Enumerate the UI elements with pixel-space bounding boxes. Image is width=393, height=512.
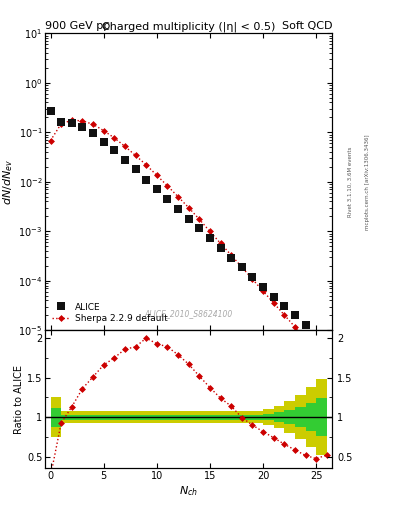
- Text: mcplots.cern.ch [arXiv:1306.3436]: mcplots.cern.ch [arXiv:1306.3436]: [365, 134, 370, 229]
- Sherpa 2.2.9 default: [48, 138, 53, 144]
- Legend: ALICE, Sherpa 2.2.9 default: ALICE, Sherpa 2.2.9 default: [50, 300, 171, 326]
- ALICE: [186, 216, 191, 222]
- Sherpa 2.2.9 default: [123, 143, 127, 150]
- Title: Charged multiplicity (|η| < 0.5): Charged multiplicity (|η| < 0.5): [102, 21, 275, 32]
- Sherpa 2.2.9 default: [303, 336, 308, 342]
- Sherpa 2.2.9 default: [59, 121, 64, 127]
- Sherpa 2.2.9 default: [271, 300, 276, 306]
- ALICE: [292, 312, 297, 318]
- Line: Sherpa 2.2.9 default: Sherpa 2.2.9 default: [48, 118, 329, 365]
- ALICE: [123, 157, 127, 163]
- ALICE: [176, 206, 180, 212]
- Sherpa 2.2.9 default: [292, 324, 297, 330]
- ALICE: [218, 245, 223, 251]
- ALICE: [239, 264, 244, 270]
- ALICE: [144, 177, 149, 183]
- Sherpa 2.2.9 default: [239, 264, 244, 270]
- ALICE: [48, 108, 53, 114]
- Sherpa 2.2.9 default: [133, 153, 138, 159]
- ALICE: [91, 130, 95, 136]
- ALICE: [154, 186, 159, 193]
- X-axis label: $N_{ch}$: $N_{ch}$: [179, 484, 198, 498]
- Text: Soft QCD: Soft QCD: [282, 20, 332, 31]
- ALICE: [250, 274, 255, 280]
- Sherpa 2.2.9 default: [144, 162, 149, 168]
- Sherpa 2.2.9 default: [101, 127, 106, 134]
- Sherpa 2.2.9 default: [197, 216, 202, 222]
- ALICE: [261, 284, 265, 290]
- Sherpa 2.2.9 default: [176, 194, 180, 200]
- ALICE: [197, 225, 202, 231]
- Sherpa 2.2.9 default: [70, 117, 74, 123]
- Y-axis label: $dN/dN_{ev}$: $dN/dN_{ev}$: [2, 159, 15, 205]
- ALICE: [59, 119, 64, 125]
- Sherpa 2.2.9 default: [91, 121, 95, 127]
- Sherpa 2.2.9 default: [165, 183, 170, 189]
- ALICE: [70, 120, 74, 126]
- ALICE: [282, 303, 286, 309]
- ALICE: [208, 235, 212, 241]
- ALICE: [314, 331, 318, 337]
- Sherpa 2.2.9 default: [324, 360, 329, 366]
- Y-axis label: Ratio to ALICE: Ratio to ALICE: [14, 365, 24, 434]
- ALICE: [112, 147, 117, 153]
- ALICE: [303, 322, 308, 328]
- Sherpa 2.2.9 default: [229, 252, 233, 258]
- Sherpa 2.2.9 default: [80, 118, 85, 124]
- Sherpa 2.2.9 default: [154, 172, 159, 178]
- Sherpa 2.2.9 default: [208, 228, 212, 234]
- ALICE: [271, 293, 276, 300]
- Text: ALICE_2010_S8624100: ALICE_2010_S8624100: [145, 309, 233, 318]
- Text: 900 GeV pp: 900 GeV pp: [45, 20, 110, 31]
- Sherpa 2.2.9 default: [261, 288, 265, 294]
- Text: Rivet 3.1.10, 3.6M events: Rivet 3.1.10, 3.6M events: [347, 146, 352, 217]
- Sherpa 2.2.9 default: [218, 240, 223, 246]
- Sherpa 2.2.9 default: [314, 348, 318, 354]
- Sherpa 2.2.9 default: [282, 312, 286, 318]
- ALICE: [101, 138, 106, 144]
- Sherpa 2.2.9 default: [250, 276, 255, 282]
- ALICE: [80, 124, 85, 131]
- Sherpa 2.2.9 default: [112, 135, 117, 141]
- ALICE: [133, 166, 138, 172]
- Sherpa 2.2.9 default: [186, 205, 191, 211]
- Line: ALICE: ALICE: [47, 107, 320, 337]
- ALICE: [229, 255, 233, 261]
- ALICE: [165, 196, 170, 202]
